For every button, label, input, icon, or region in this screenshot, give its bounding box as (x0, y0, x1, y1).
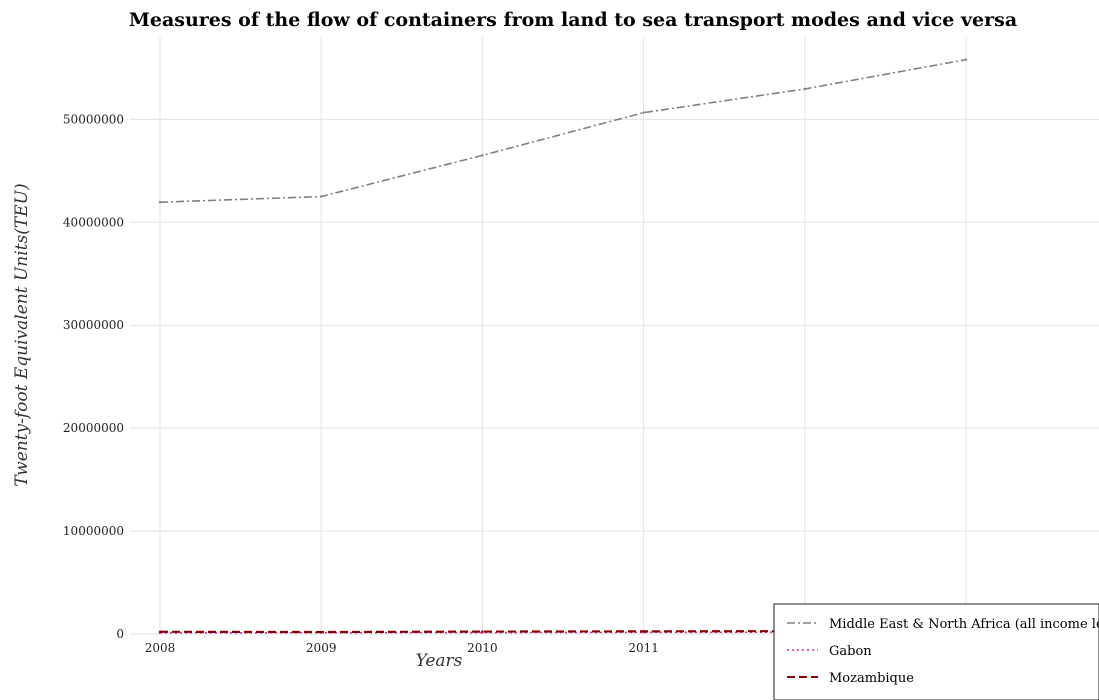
legend-label-mena: Middle East & North Africa (all income l… (829, 617, 1099, 632)
plot-area: 0 10000000 20000000 30000000 40000000 5000000… (63, 37, 1099, 655)
series-line-2 (159, 629, 967, 634)
data-point-2 (320, 630, 323, 634)
data-point-2 (642, 630, 645, 633)
y-tick-label: 0 (116, 627, 124, 641)
legend-label-gabon: Gabon (829, 644, 872, 659)
legend-label-mozambique: Mozambique (829, 671, 914, 686)
data-point-0 (481, 154, 484, 157)
y-tick-label: 40000000 (63, 215, 124, 229)
data-point-2 (481, 630, 484, 633)
series-line-0 (159, 58, 967, 204)
y-tick-label: 30000000 (63, 318, 124, 332)
data-point-0 (320, 195, 323, 198)
grid-lines (130, 37, 1099, 635)
data-point-0 (964, 58, 968, 61)
x-tick-label: 2011 (628, 641, 659, 655)
x-tick-label: 2010 (467, 641, 498, 655)
x-tick-label: 2008 (145, 641, 176, 655)
data-point-0 (803, 87, 806, 91)
legend: Middle East & North Africa (all income l… (773, 603, 1099, 700)
legend-box (773, 603, 1099, 700)
x-tick-label: 2009 (306, 641, 337, 655)
chart-title: Measures of the flow of containers from … (129, 9, 1017, 31)
data-point-2 (158, 630, 162, 633)
data-point-0 (642, 111, 645, 114)
y-tick-label: 20000000 (63, 421, 124, 435)
plot-background (130, 37, 1099, 634)
x-axis-label: Years (416, 651, 463, 671)
y-tick-label: 10000000 (63, 524, 124, 538)
data-point-0 (158, 201, 162, 204)
y-tick-label: 50000000 (63, 112, 124, 126)
y-axis-ticks: 0 10000000 20000000 30000000 40000000 5000000… (63, 112, 124, 641)
y-axis-label: Twenty-foot Equivalent Units(TEU) (12, 183, 32, 486)
